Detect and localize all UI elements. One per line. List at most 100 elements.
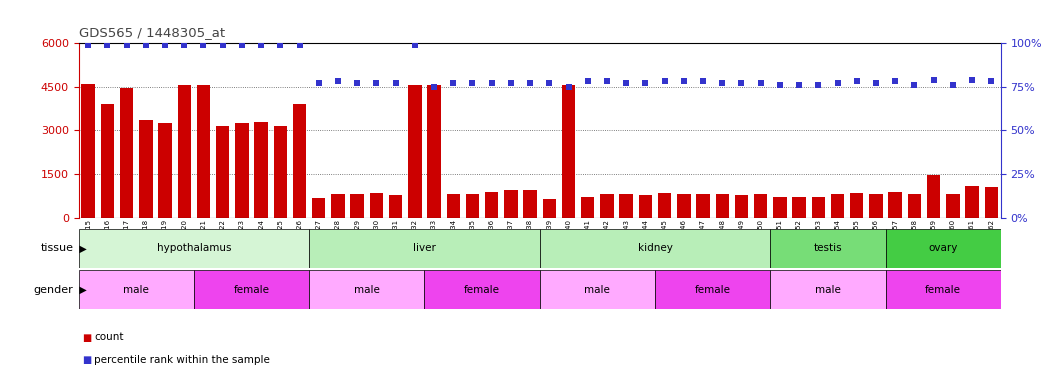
- Text: male: male: [585, 285, 610, 295]
- Bar: [773, 197, 787, 217]
- Bar: [424, 270, 540, 309]
- Point: [695, 78, 712, 84]
- Bar: [177, 85, 191, 218]
- Point: [387, 80, 403, 86]
- Bar: [309, 270, 424, 309]
- Point: [195, 42, 212, 48]
- Point: [99, 42, 115, 48]
- Bar: [754, 194, 767, 217]
- Point: [810, 82, 827, 88]
- Text: female: female: [695, 285, 730, 295]
- Bar: [543, 200, 556, 217]
- Bar: [965, 186, 979, 218]
- Text: ■: ■: [82, 355, 91, 365]
- Bar: [540, 229, 770, 268]
- Point: [714, 80, 730, 86]
- Point: [80, 42, 96, 48]
- Bar: [194, 270, 309, 309]
- Bar: [485, 192, 499, 217]
- Bar: [655, 270, 770, 309]
- Bar: [428, 85, 441, 218]
- Text: tissue: tissue: [41, 243, 73, 254]
- Text: male: male: [815, 285, 840, 295]
- Bar: [370, 193, 384, 217]
- Point: [963, 77, 980, 83]
- Point: [349, 80, 366, 86]
- Bar: [350, 194, 364, 217]
- Point: [271, 42, 288, 48]
- Point: [137, 42, 154, 48]
- Text: ▶: ▶: [73, 243, 87, 254]
- Text: male: male: [354, 285, 379, 295]
- Point: [310, 80, 327, 86]
- Point: [887, 78, 903, 84]
- Bar: [255, 122, 268, 218]
- Bar: [79, 270, 194, 309]
- Point: [118, 42, 135, 48]
- Bar: [292, 104, 306, 218]
- Point: [983, 78, 1000, 84]
- Bar: [850, 193, 864, 217]
- Point: [905, 82, 922, 88]
- Bar: [389, 195, 402, 217]
- Point: [444, 80, 461, 86]
- Point: [868, 80, 885, 86]
- Bar: [504, 190, 518, 217]
- Point: [329, 78, 346, 84]
- Text: male: male: [124, 285, 149, 295]
- Point: [234, 42, 250, 48]
- Text: percentile rank within the sample: percentile rank within the sample: [94, 355, 270, 365]
- Bar: [79, 229, 309, 268]
- Bar: [926, 176, 940, 217]
- Bar: [465, 194, 479, 217]
- Bar: [101, 104, 114, 218]
- Point: [176, 42, 193, 48]
- Text: kidney: kidney: [637, 243, 673, 254]
- Point: [656, 78, 673, 84]
- Text: count: count: [94, 333, 124, 342]
- Point: [368, 80, 385, 86]
- Point: [560, 84, 576, 90]
- Bar: [601, 194, 614, 217]
- Bar: [677, 194, 691, 217]
- Point: [253, 42, 269, 48]
- Point: [637, 80, 654, 86]
- Text: female: female: [925, 285, 961, 295]
- Point: [752, 80, 769, 86]
- Bar: [908, 194, 921, 217]
- Text: testis: testis: [813, 243, 843, 254]
- Bar: [889, 192, 902, 217]
- Bar: [408, 85, 421, 218]
- Point: [925, 77, 942, 83]
- Point: [541, 80, 558, 86]
- Point: [617, 80, 634, 86]
- Bar: [792, 197, 806, 217]
- Bar: [658, 193, 672, 217]
- Bar: [770, 270, 886, 309]
- Bar: [811, 197, 825, 217]
- Bar: [446, 194, 460, 217]
- Bar: [540, 270, 655, 309]
- Bar: [235, 123, 248, 218]
- Point: [829, 80, 846, 86]
- Bar: [886, 229, 1001, 268]
- Bar: [831, 194, 845, 217]
- Point: [598, 78, 615, 84]
- Bar: [984, 187, 998, 218]
- Bar: [716, 194, 729, 217]
- Text: ■: ■: [82, 333, 91, 342]
- Text: GDS565 / 1448305_at: GDS565 / 1448305_at: [79, 26, 224, 39]
- Bar: [312, 198, 326, 217]
- Bar: [119, 88, 133, 218]
- Bar: [770, 229, 886, 268]
- Text: female: female: [234, 285, 269, 295]
- Text: ▶: ▶: [73, 285, 87, 295]
- Point: [291, 42, 308, 48]
- Bar: [216, 126, 230, 218]
- Point: [502, 80, 519, 86]
- Bar: [139, 120, 153, 218]
- Bar: [158, 123, 172, 218]
- Point: [771, 82, 788, 88]
- Bar: [309, 229, 540, 268]
- Bar: [274, 126, 287, 218]
